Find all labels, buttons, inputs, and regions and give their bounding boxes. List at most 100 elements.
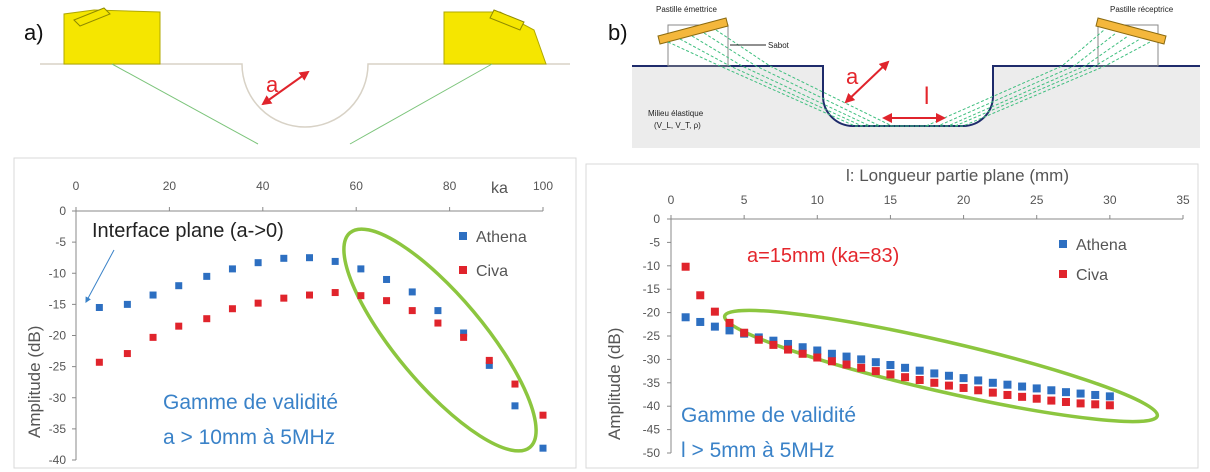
x-tick-label: 80 (443, 179, 457, 193)
chart-ka-xlabel: ka (491, 180, 508, 197)
civa-point (434, 319, 442, 327)
athena-point (871, 358, 880, 367)
athena-point (228, 265, 236, 273)
y-tick-label: -20 (49, 329, 67, 343)
athena-point (383, 275, 391, 283)
athena-point (434, 307, 442, 315)
civa-point (1076, 399, 1085, 408)
x-tick-label: 0 (668, 193, 675, 207)
annotation-validity-length-2: l > 5mm à 5MHz (681, 439, 834, 462)
y-tick-label: -35 (643, 376, 661, 390)
y-tick-label: -35 (49, 422, 67, 436)
athena-point (959, 374, 968, 383)
legend-athena-label-ka: Athena (476, 229, 527, 246)
y-tick-label: -30 (643, 352, 661, 366)
y-tick-label: -40 (643, 399, 661, 413)
athena-point (485, 361, 493, 369)
civa-point (886, 370, 895, 379)
athena-point (175, 282, 183, 290)
y-tick-label: -5 (649, 235, 660, 249)
y-tick-label: -10 (643, 259, 661, 273)
civa-point (306, 291, 313, 299)
x-tick-label: 5 (741, 193, 748, 207)
athena-point (930, 369, 939, 378)
legend-athena-marker-ka (459, 232, 467, 240)
athena-point (944, 371, 953, 380)
athena-point (974, 376, 983, 385)
athena-point (511, 402, 519, 410)
athena-point (1047, 386, 1056, 395)
y-tick-label: -40 (49, 453, 67, 467)
chart-length: l: Longueur partie plane (mm) Amplitude … (585, 163, 1199, 469)
athena-point (95, 303, 103, 311)
civa-point (681, 262, 690, 271)
civa-point (1091, 400, 1100, 409)
annotation-validity-length-1: Gamme de validité (681, 404, 856, 427)
athena-point (280, 254, 288, 262)
athena-point (1105, 392, 1114, 401)
civa-point (798, 349, 807, 358)
athena-point (306, 254, 313, 262)
civa-point (1018, 392, 1027, 401)
civa-point (511, 380, 519, 388)
x-tick-label: 30 (1103, 193, 1117, 207)
radius-arrow-b (844, 60, 890, 104)
chart-length-frame (585, 163, 1199, 469)
civa-point (149, 333, 157, 341)
civa-point (959, 383, 968, 392)
athena-point (857, 355, 866, 364)
medium-props-b: (V_L, V_T, ρ) (654, 121, 701, 130)
legend-civa-marker-ka (459, 266, 467, 274)
civa-point (813, 353, 822, 362)
civa-point (842, 360, 851, 369)
civa-point (710, 307, 719, 316)
civa-point (383, 297, 391, 305)
panel-label-a: a) (24, 20, 44, 45)
civa-point (280, 294, 288, 302)
y-tick-label: -25 (49, 360, 67, 374)
civa-point (1061, 397, 1070, 406)
chart-ka-ylabel: Amplitude (dB) (25, 326, 44, 438)
beam-path-right-a (349, 63, 493, 145)
athena-point (681, 313, 690, 322)
y-tick-label: -10 (49, 266, 67, 280)
civa-point (539, 411, 547, 419)
athena-point (769, 336, 778, 345)
athena-point (123, 300, 131, 308)
civa-point (784, 345, 793, 354)
beam-rays-b (667, 29, 1151, 127)
legend-civa-label-length: Civa (1076, 267, 1108, 284)
receiver-element-a (489, 9, 525, 31)
radius-label-a: a (266, 72, 279, 97)
shoe-label-b: Sabot (768, 41, 790, 50)
beam-path-left-a (111, 63, 259, 145)
emitter-element-b (657, 17, 729, 45)
athena-point (901, 363, 910, 372)
civa-point (988, 388, 997, 397)
chart-ka: ka Amplitude (dB) 0 20 40 60 80 100 0 -5 -10 -15 -… (13, 157, 577, 469)
x-tick-label: 25 (1030, 193, 1044, 207)
emitter-element-a (73, 7, 111, 27)
diagram-a: a) a (24, 7, 570, 145)
y-tick-label: -45 (643, 423, 661, 437)
y-tick-label: -25 (643, 329, 661, 343)
shoe-right (1097, 24, 1159, 67)
y-tick-label: -5 (55, 235, 66, 249)
x-tick-label: 60 (350, 179, 364, 193)
elastic-medium (632, 66, 1200, 148)
y-tick-label: -50 (643, 446, 661, 460)
y-tick-label: 0 (653, 212, 660, 226)
length-label-b: l (924, 83, 929, 110)
civa-point (915, 375, 924, 384)
civa-point (123, 350, 131, 358)
x-tick-label: 100 (533, 179, 553, 193)
athena-point (813, 346, 822, 355)
receiver-label-b: Pastille réceptrice (1110, 5, 1174, 14)
civa-point (827, 357, 836, 366)
y-tick-label: -30 (49, 391, 67, 405)
legend-civa-label-ka: Civa (476, 263, 508, 280)
athena-point (842, 352, 851, 361)
x-tick-label: 15 (884, 193, 898, 207)
athena-point (357, 265, 365, 273)
